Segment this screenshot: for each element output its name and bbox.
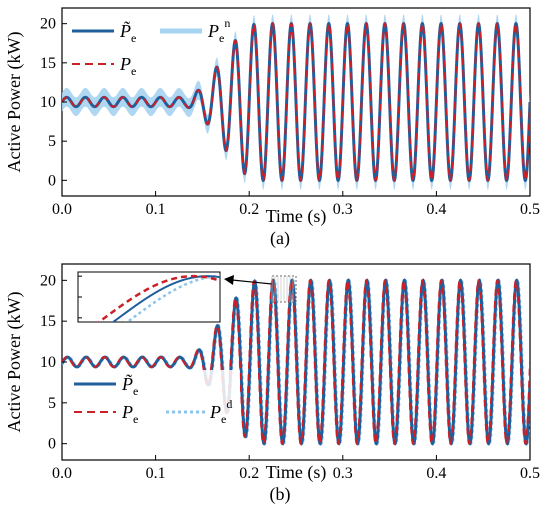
- legend-label-a-0: P̃e: [119, 21, 136, 45]
- chart-b: 0.0 0.1 0.2 0.3 0.4 0.5 0 5 10 15 20 Time (s) Act…: [4, 263, 540, 505]
- lines-layer-b: [62, 278, 530, 446]
- x-tick-label: 0.3: [333, 201, 353, 218]
- inset-series-pe-d: [125, 274, 220, 322]
- caption-b: (b): [270, 484, 291, 505]
- y-tick-label: 0: [48, 172, 56, 189]
- x-tick-label: 0.0: [52, 465, 72, 482]
- series-line-pe-tilde: [62, 21, 530, 183]
- inset-lines: [96, 274, 220, 322]
- legend-label-b-0: P̃e: [121, 374, 138, 398]
- x-axis-label-a: Time (s): [266, 206, 327, 227]
- x-tick-label: 0.4: [426, 201, 446, 218]
- x-axis-label-b: Time (s): [266, 462, 327, 483]
- y-tick-label: 20: [40, 16, 56, 33]
- legend-bg-b: [70, 370, 240, 426]
- y-axis-label-a: Active Power (kW): [4, 32, 25, 173]
- x-tick-label: 0.4: [426, 465, 446, 482]
- legend-label-a-2: Pe: [119, 54, 136, 78]
- inset-series-pe: [96, 274, 220, 322]
- legend-label-b-1: Pe: [121, 402, 138, 426]
- y-tick-label: 10: [40, 94, 56, 111]
- y-tick-label: 15: [40, 55, 56, 72]
- x-tick-label: 0.2: [239, 201, 259, 218]
- y-ticks-b: 0 5 10 15 20: [40, 272, 67, 453]
- lines-layer-a: [62, 21, 530, 183]
- x-tick-label: 0.1: [146, 465, 166, 482]
- y-tick-label: 15: [40, 313, 56, 330]
- x-tick-label: 0.5: [520, 201, 540, 218]
- x-tick-label: 0.1: [146, 201, 166, 218]
- legend-a: P̃e Pen Pe: [72, 16, 230, 78]
- x-ticks-b: 0.0 0.1 0.2 0.3 0.4 0.5: [52, 455, 540, 482]
- caption-a: (a): [270, 228, 290, 249]
- y-tick-label: 20: [40, 272, 56, 289]
- x-tick-label: 0.0: [52, 201, 72, 218]
- legend-b: P̃e Pe Ped: [70, 370, 240, 426]
- legend-label-a-1: Pen: [207, 16, 230, 45]
- x-ticks-a: 0.0 0.1 0.2 0.3 0.4 0.5: [52, 191, 540, 218]
- x-tick-label: 0.5: [520, 465, 540, 482]
- y-tick-label: 10: [40, 354, 56, 371]
- x-tick-label: 0.3: [333, 465, 353, 482]
- x-tick-label: 0.2: [239, 465, 259, 482]
- y-tick-label: 5: [48, 133, 56, 150]
- inset: [77, 271, 297, 323]
- legend-label-b-2: Ped: [209, 397, 232, 426]
- y-tick-label: 5: [48, 395, 56, 412]
- y-tick-label: 0: [48, 436, 56, 453]
- zoom-arrow: [231, 279, 273, 285]
- y-axis-label-b: Active Power (kW): [4, 292, 25, 433]
- y-ticks-a: 0 5 10 15 20: [40, 16, 67, 189]
- inset-y-ticks: [78, 275, 82, 319]
- zoom-arrowhead: [224, 275, 234, 285]
- chart-a: 0.0 0.1 0.2 0.3 0.4 0.5 0 5 10 15 20 Time (s) Act…: [4, 7, 540, 249]
